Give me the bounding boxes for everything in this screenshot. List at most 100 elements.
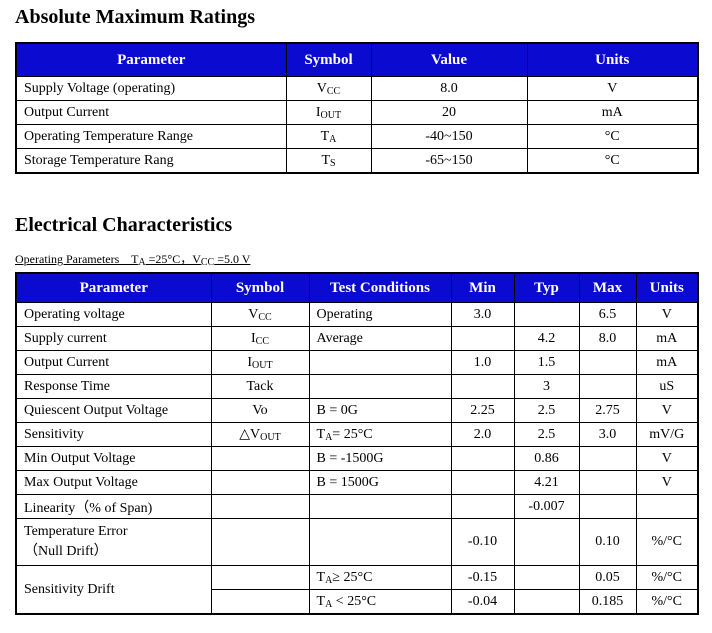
text: T: [316, 593, 326, 609]
row: Operating Temperature Range TA -40~150 °C: [15, 124, 699, 149]
cell: ICC: [210, 326, 310, 351]
cell: Sensitivity: [15, 422, 212, 447]
cell: Quiescent Output Voltage: [15, 398, 212, 423]
cell: Supply current: [15, 326, 212, 351]
cell: Output Current: [15, 350, 212, 375]
cell: 0.05: [578, 565, 637, 590]
cell: △VOUT: [210, 422, 310, 447]
cell: 2.5: [513, 422, 580, 447]
text: T: [321, 152, 330, 168]
cell: 6.5: [578, 302, 637, 327]
subscript: S: [330, 157, 336, 169]
cell: 1.5: [513, 350, 580, 375]
cell: 2.25: [450, 398, 515, 423]
cell: 0.86: [513, 446, 580, 471]
cell: -0.10: [450, 518, 515, 566]
subtitle: Operating Parameters TA =25°C，VCC =5.0 V: [15, 250, 250, 268]
cell: [450, 470, 515, 495]
header-cell: Min: [450, 272, 515, 303]
cell: -40~150: [370, 124, 528, 149]
header-cell: Symbol: [285, 42, 372, 77]
cell: [308, 350, 452, 375]
cell: [308, 374, 452, 399]
subscript: A: [325, 574, 333, 586]
cell: [210, 565, 310, 590]
subscript: CC: [326, 85, 341, 97]
text: T: [320, 128, 330, 144]
cell: 3.0: [450, 302, 515, 327]
cell: °C: [526, 148, 699, 174]
header-cell: Max: [578, 272, 637, 303]
cell: V: [635, 470, 699, 495]
text: = 25°C: [332, 426, 373, 442]
cell: IOUT: [285, 100, 372, 125]
subscript: A: [138, 257, 146, 268]
cell: [578, 350, 637, 375]
cell: V: [526, 76, 699, 101]
row: Supply current ICC Average 4.2 8.0 mA: [15, 326, 699, 351]
cell: Sensitivity Drift: [15, 565, 212, 615]
row: Max Output Voltage B = 1500G 4.21 V: [15, 470, 699, 495]
cell: [210, 470, 310, 495]
cell: 4.21: [513, 470, 580, 495]
cell: [635, 494, 699, 519]
cell: B = -1500G: [308, 446, 452, 471]
section-title: Electrical Characteristics: [15, 214, 233, 236]
text: V: [316, 80, 327, 96]
cell: [450, 446, 515, 471]
cell: Tack: [210, 374, 310, 399]
row: Output Current IOUT 1.0 1.5 mA: [15, 350, 699, 375]
cell: 1.0: [450, 350, 515, 375]
cell: 0.10: [578, 518, 637, 566]
cell: 8.0: [370, 76, 528, 101]
text: △V: [239, 427, 261, 442]
cell: 4.2: [513, 326, 580, 351]
header-cell: Test Conditions: [308, 272, 452, 303]
cell: Operating voltage: [15, 302, 212, 327]
text: T: [316, 569, 326, 585]
row: Output Current IOUT 20 mA: [15, 100, 699, 125]
section-title: Absolute Maximum Ratings: [15, 6, 256, 28]
subscript: OUT: [252, 359, 273, 371]
text: V: [248, 306, 259, 322]
cell: [578, 374, 637, 399]
text: I: [247, 354, 253, 370]
subscript: CC: [200, 257, 215, 268]
header-cell: Parameter: [15, 272, 212, 303]
text: =5.0 V: [214, 252, 251, 266]
cell: V: [635, 446, 699, 471]
header-cell: Value: [370, 42, 528, 77]
cell: [308, 518, 452, 566]
cell: mA: [635, 350, 699, 375]
cell: [513, 589, 580, 615]
cell: -65~150: [370, 148, 528, 174]
subscript: OUT: [320, 109, 342, 121]
text: Operating Parameters T: [15, 252, 139, 266]
row: Temperature Error （Null Drift） -0.10 0.10%…: [15, 518, 699, 566]
cell: [578, 470, 637, 495]
row: Quiescent Output Voltage Vo B = 0G 2.25 2.5 2…: [15, 398, 699, 423]
cell: Temperature Error （Null Drift）: [15, 518, 212, 566]
cell: 0.185: [578, 589, 637, 615]
row: Min Output Voltage B = -1500G 0.86 V: [15, 446, 699, 471]
cell: Max Output Voltage: [15, 470, 212, 495]
cell: %/°C: [635, 565, 699, 590]
subscript: CC: [255, 335, 269, 347]
text: T: [316, 426, 326, 442]
header-cell: Parameter: [15, 42, 287, 77]
row: Storage Temperature Rang TS -65~150 °C: [15, 148, 699, 174]
cell: [210, 518, 310, 566]
row: Sensitivity Drift TA≥ 25°C -0.15 0.05 %/°C: [15, 565, 699, 615]
cell: V: [635, 398, 699, 423]
cell: B = 1500G: [308, 470, 452, 495]
cell: TA= 25°C: [308, 422, 452, 447]
cell: TA: [285, 124, 372, 149]
cell: 8.0: [578, 326, 637, 351]
text: I: [315, 104, 321, 120]
cell: -0.15: [450, 565, 515, 590]
text: < 25°C: [332, 593, 377, 609]
cell: [308, 494, 452, 519]
ratings-table: Parameter Symbol Value Units Supply Voltage …: [15, 42, 699, 174]
cell: [210, 494, 310, 519]
